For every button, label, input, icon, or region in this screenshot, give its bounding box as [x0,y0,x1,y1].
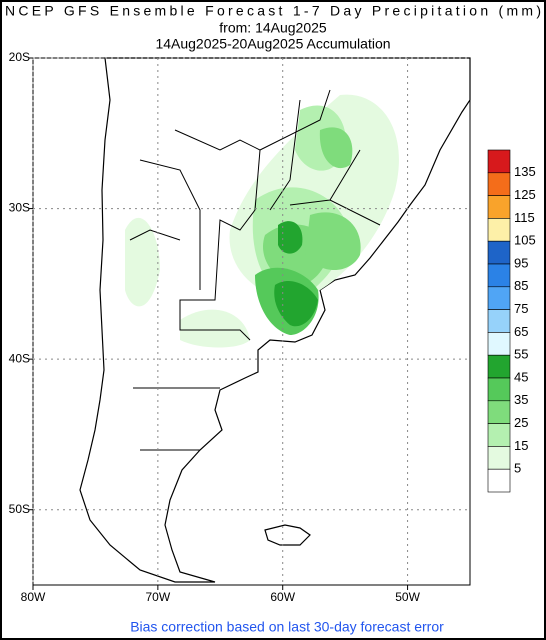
footer: Bias correction based on last 30-day for… [130,619,444,635]
y-tick-label: 30S [9,201,30,215]
legend-swatch [487,218,511,242]
legend-label: 75 [514,301,528,316]
legend-swatch [487,286,511,310]
legend-label: 5 [514,461,521,476]
island [264,524,311,546]
legend-swatch [487,354,511,379]
legend-label: 105 [514,233,536,248]
y-tick-label: 40S [9,351,30,365]
legend-label: 135 [514,164,536,179]
subtitle: from: 14Aug2025 [219,20,327,36]
x-tick-label: 60W [270,590,295,604]
legend-label: 115 [514,210,535,225]
legend-label: 55 [514,347,528,362]
legend-swatch [487,446,511,470]
legend-label: 85 [514,278,528,293]
precip [125,94,399,348]
y-tick-label: 20S [9,50,30,64]
legend-swatch [487,149,511,174]
legend-swatch [487,195,511,219]
legend-swatch [487,309,511,333]
legend-label: 15 [514,438,528,453]
legend-label: 65 [514,324,528,339]
legend-label: 95 [514,255,528,270]
x-tick-label: 70W [146,590,171,604]
legend-swatch [487,423,511,447]
map [32,57,471,586]
y-tick-label: 50S [9,502,30,516]
legend: 135 125 115 105 95 85 75 65 55 45 35 25 15 5 [487,149,536,493]
period: 14Aug2025-20Aug2025 Accumulation [155,36,390,52]
legend-swatch [487,240,511,265]
legend-swatch [487,263,511,288]
legend-swatch [487,468,511,493]
axes: 80W 70W 60W 50W 20S 30S 40S 50S [9,50,470,604]
legend-label: 45 [514,369,528,384]
legend-label: 25 [514,415,528,430]
borders [129,89,381,451]
legend-label: 35 [514,392,528,407]
legend-swatch [487,172,511,196]
x-tick-label: 50W [395,590,420,604]
x-tick-label: 80W [21,590,46,604]
title: NCEP GFS Ensemble Forecast 1-7 Day Preci… [5,3,541,19]
legend-label: 125 [514,187,536,202]
legend-swatch [487,400,511,424]
legend-swatch [487,377,511,402]
legend-swatch [487,332,511,356]
